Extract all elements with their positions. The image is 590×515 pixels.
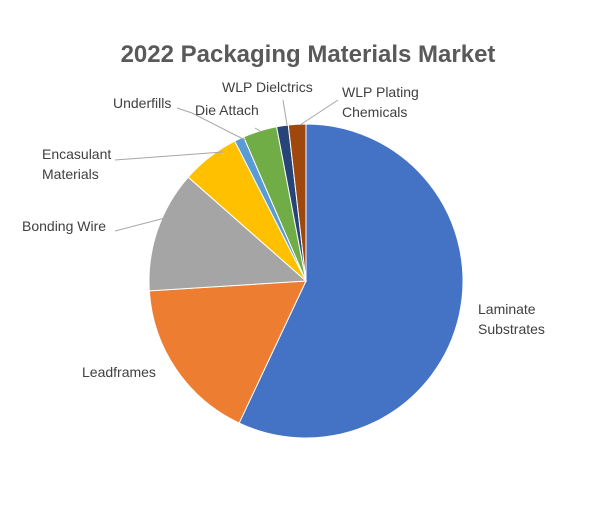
slice-label-encasulant-materials: Encasulant Materials bbox=[42, 146, 111, 182]
chart-title: 2022 Packaging Materials Market bbox=[121, 41, 496, 68]
slice-label-underfills: Underfills bbox=[113, 95, 171, 111]
pie-slices bbox=[148, 123, 464, 439]
leader-line bbox=[114, 217, 166, 232]
slice-label-wlp-dielctrics: WLP Dielctrics bbox=[222, 79, 313, 95]
leader-line bbox=[282, 99, 288, 126]
slice-label-laminate-substrates: Laminate Substrates bbox=[478, 301, 545, 337]
pie-slice-laminate-substrates bbox=[238, 123, 464, 439]
slice-labels: Laminate Substrates Leadframes Bonding Wire… bbox=[22, 79, 545, 380]
leader-line bbox=[299, 99, 339, 126]
leader-line bbox=[254, 127, 261, 132]
leader-line bbox=[176, 107, 246, 141]
pie-slice-leadframes bbox=[148, 280, 307, 424]
slice-label-die-attach: Die Attach bbox=[195, 102, 259, 118]
leader-lines bbox=[114, 99, 339, 232]
pie-slice-bonding-wire bbox=[148, 176, 308, 292]
slice-label-leadframes: Leadframes bbox=[82, 364, 156, 380]
pie-slice-wlp-plating-chemicals bbox=[287, 123, 307, 282]
slice-label-bonding-wire: Bonding Wire bbox=[22, 218, 106, 234]
slice-label-wlp-plating-chemicals: WLP Plating Chemicals bbox=[342, 84, 419, 120]
leader-line bbox=[114, 151, 224, 161]
